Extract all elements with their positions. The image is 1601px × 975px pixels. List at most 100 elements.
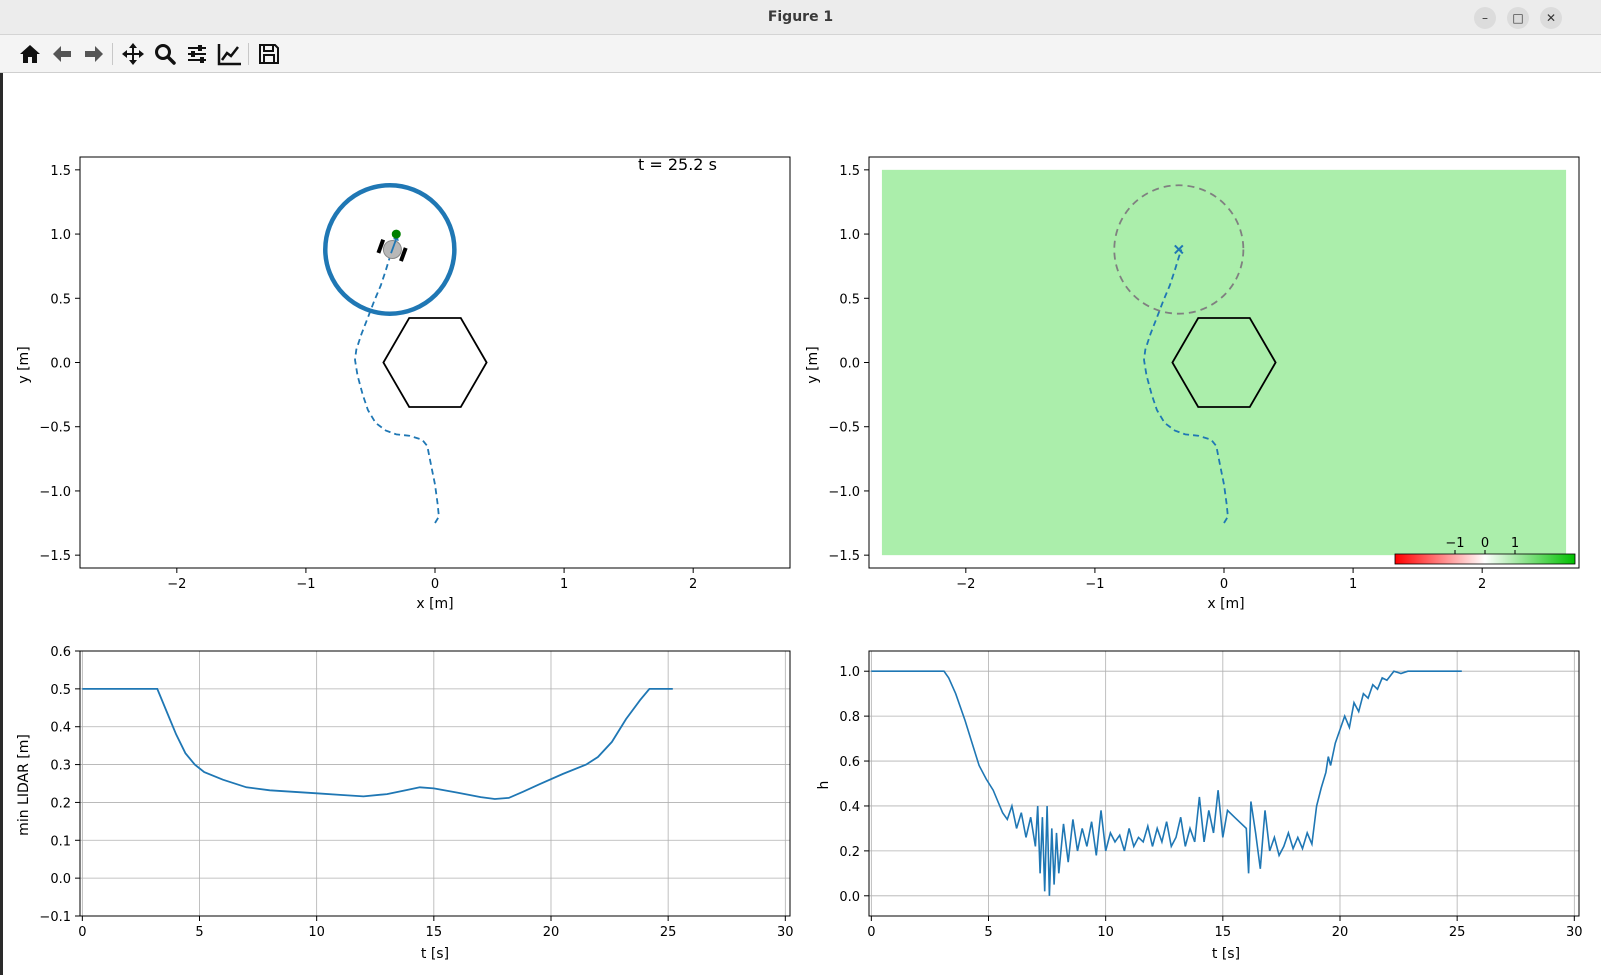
- y-tick-label: −1.0: [39, 485, 71, 500]
- robot: [376, 234, 408, 262]
- y-tick-label: 0.3: [50, 759, 71, 774]
- edit-axis-button[interactable]: [215, 41, 243, 67]
- time-annotation: t = 25.2 s: [638, 155, 717, 174]
- toolbar-separator: [112, 43, 113, 65]
- trajectory-path: [354, 249, 440, 524]
- trajectory-axes: t = 25.2 s x [m] y [m] −2 −1 0 1 2 −1.5 −1.0 −0…: [16, 155, 791, 612]
- x-tick-label: 30: [777, 925, 794, 940]
- back-arrow-icon: [53, 46, 71, 62]
- x-tick-label: 10: [308, 925, 325, 940]
- min-lidar-xlabel: t [s]: [421, 946, 449, 962]
- maximize-icon[interactable]: □: [1507, 7, 1529, 29]
- y-tick-label: 1.5: [50, 164, 71, 179]
- lidar-range-circle: [323, 183, 457, 316]
- x-tick-label: 15: [426, 925, 443, 940]
- x-tick-label: −1: [296, 577, 315, 592]
- x-tick-label: 30: [1566, 925, 1583, 940]
- home-button[interactable]: [16, 41, 44, 67]
- x-tick-label: 20: [543, 925, 560, 940]
- cbf-h-series: [871, 670, 1462, 896]
- save-icon: [259, 44, 279, 64]
- x-tick-label: −2: [167, 577, 186, 592]
- hexagon-obstacle: [1171, 317, 1277, 408]
- plot-area: [869, 651, 1579, 916]
- y-tick-label: 1.5: [839, 164, 860, 179]
- axes-frame-layer: 0 5 10 15 20 25 30 −0.1 0.0 0.1 0.2 0.3 0.4 0.5 0.6: [39, 645, 793, 940]
- x-tick-label: 1: [1349, 577, 1357, 592]
- x-tick-label: −2: [956, 577, 975, 592]
- x-tick-label: 5: [984, 925, 992, 940]
- back-button[interactable]: [48, 41, 76, 67]
- window-title: Figure 1: [767, 9, 834, 25]
- min-lidar-series: [82, 688, 673, 800]
- axes-frame: [79, 156, 791, 569]
- pan-button[interactable]: [119, 41, 147, 67]
- colorbar-tick-label: −1: [1445, 536, 1464, 551]
- forward-button[interactable]: [80, 41, 108, 67]
- colorbar-tick-label: 1: [1511, 536, 1519, 551]
- y-tick-label: 1.0: [839, 228, 860, 243]
- x-tick-label: 25: [660, 925, 677, 940]
- y-tick-label: 0.0: [839, 890, 860, 905]
- goal-marker: [391, 229, 401, 239]
- safety-map-xlabel: x [m]: [1207, 596, 1244, 612]
- zoom-icon: [155, 44, 176, 65]
- y-tick-label: 0.5: [50, 683, 71, 698]
- toolbar-separator: [248, 43, 249, 65]
- y-tick-label: 0.6: [50, 645, 71, 660]
- y-tick-label: 0.8: [839, 710, 860, 725]
- hexagon-obstacle: [382, 317, 488, 408]
- axes-frame-layer: 0 5 10 15 20 25 30 0.0 0.2 0.4 0.6 0.8 1.0: [839, 650, 1583, 940]
- subplots-button[interactable]: [183, 41, 211, 67]
- y-tick-label: 0.1: [50, 834, 71, 849]
- robot-wheel-left: [376, 239, 386, 254]
- trajectory-path: [1143, 249, 1229, 524]
- y-tick-label: 0.5: [839, 292, 860, 307]
- x-tick-label: 25: [1449, 925, 1466, 940]
- y-tick-label: 0.0: [50, 357, 71, 372]
- y-tick-label: 0.4: [50, 721, 71, 736]
- y-tick-label: 0.5: [50, 292, 71, 307]
- zoom-button[interactable]: [151, 41, 179, 67]
- y-tick-label: 1.0: [50, 228, 71, 243]
- y-tick-label: 0.0: [839, 357, 860, 372]
- plot-area: [80, 650, 790, 917]
- sensor-range-circle: [1113, 184, 1245, 315]
- y-tick-label: 0.4: [839, 800, 860, 815]
- colorbar-tick-label: 0: [1481, 536, 1489, 551]
- x-tick-label: 0: [867, 925, 875, 940]
- min-lidar-axes: t [s] min LIDAR [m] 0 5 10 15 20 25 30−0.10.00…: [16, 645, 794, 962]
- y-tick-label: −0.5: [828, 421, 860, 436]
- y-tick-label: 1.0: [839, 665, 860, 680]
- x-tick-label: −1: [1085, 577, 1104, 592]
- y-tick-label: 0.2: [50, 796, 71, 811]
- save-button[interactable]: [255, 41, 283, 67]
- safety-field: [881, 169, 1567, 556]
- home-icon: [20, 45, 40, 63]
- cbf-h-axes: t [s] h 0 5 10 15 20 25 30 0.0 0.2 0.4 0.6 0.8 1.0: [816, 650, 1583, 962]
- axes-frame: [868, 650, 1580, 917]
- x-tick-label: 20: [1332, 925, 1349, 940]
- y-tick-label: −0.5: [39, 421, 71, 436]
- y-tick-label: 0.2: [839, 845, 860, 860]
- minimize-icon[interactable]: –: [1474, 7, 1496, 29]
- axes-frame-layer: −2 −1 0 1 2 −1.5 −1.0 −0.5 0.0 0.5 1.0 1.5: [39, 156, 791, 592]
- x-tick-label: 0: [1220, 577, 1228, 592]
- safety-map-axes: x [m] y [m] −2 −1 0 1 2 −1.5 −1.0 −0.5 0.0 0.5 1.0…: [805, 156, 1580, 612]
- y-tick-label: 0.6: [839, 755, 860, 770]
- axes-frame: [79, 650, 791, 917]
- plot-area: [323, 183, 488, 524]
- close-icon[interactable]: ✕: [1540, 7, 1562, 29]
- robot-wheel-right: [399, 247, 408, 262]
- trajectory-ylabel: y [m]: [16, 346, 32, 383]
- x-tick-label: 15: [1215, 925, 1232, 940]
- y-tick-label: 0.0: [50, 872, 71, 887]
- y-tick-label: −1.0: [828, 485, 860, 500]
- x-tick-label: 2: [1478, 577, 1486, 592]
- y-tick-label: −1.5: [39, 549, 71, 564]
- min-lidar-ylabel: min LIDAR [m]: [16, 734, 32, 836]
- robot-x-marker: [1174, 244, 1184, 255]
- safety-map-ylabel: y [m]: [805, 346, 821, 383]
- axes-frame-layer: −2 −1 0 1 2 −1.5 −1.0 −0.5 0.0 0.5 1.0 1.5 −1 0 1: [828, 156, 1580, 592]
